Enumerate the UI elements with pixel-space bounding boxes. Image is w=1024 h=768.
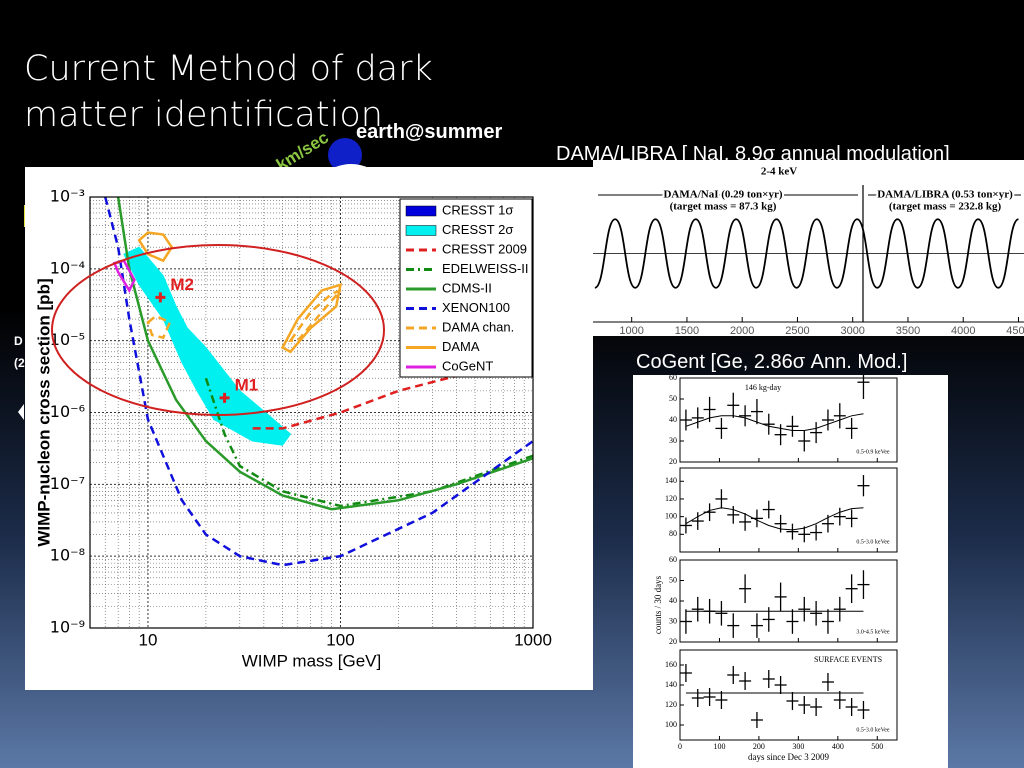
chart-title: 2-4 keV (761, 166, 797, 178)
y-tick-label: 10⁻⁹ (50, 618, 85, 637)
y-tick-label: 20 (669, 637, 677, 646)
annotation: M1 (235, 375, 259, 394)
y-axis-label: WIMP-nucleon cross section [pb] (34, 278, 53, 546)
exclusion-chart: 10 100 1000 10⁻⁹ 10⁻⁸ 10⁻⁷ 10⁻⁶ 10⁻⁵ 10⁻⁴ 10⁻³ M1 M… (25, 167, 593, 690)
x-tick-label: 300 (792, 742, 804, 751)
x-tick-label: 1000 (619, 325, 643, 336)
arrow (18, 404, 24, 420)
y-tick-label: 30 (669, 616, 677, 625)
y-tick-label: 80 (669, 529, 677, 538)
y-tick-label: 100 (665, 720, 677, 729)
cogent-caption: CoGent [Ge, 2.86σ Ann. Mod.] (636, 351, 908, 373)
fit-curve (685, 413, 864, 431)
legend-swatch (405, 205, 437, 217)
legend-swatch (405, 225, 437, 236)
y-tick-label: 10⁻⁴ (50, 258, 85, 277)
range-label: 3.0-4.5 keVee (856, 629, 889, 635)
hidden-text: D (14, 334, 23, 348)
y-axis-label: counts / 30 days (653, 575, 663, 634)
x-axis-label: days since Dec 3 2009 (748, 752, 829, 762)
x-tick-label: 4500 (1006, 325, 1024, 336)
x-tick-label: 4000 (951, 325, 975, 336)
legend-label: CRESST 2009 (442, 241, 527, 256)
y-tick-label: 120 (665, 494, 677, 503)
modulation-curve (594, 218, 1019, 289)
x-tick-label: 0 (678, 742, 682, 751)
x-tick-label: 400 (832, 742, 844, 751)
y-tick-label: 10⁻⁸ (50, 546, 85, 565)
y-tick-label: 10⁻⁵ (50, 330, 85, 349)
legend-label: EDELWEISS-II (442, 261, 528, 276)
y-tick-label: 60 (669, 555, 677, 564)
y-tick-label: 30 (669, 436, 677, 445)
y-tick-label: 160 (665, 660, 677, 669)
y-tick-label: 10⁻³ (50, 187, 85, 206)
x-tick-label: 3000 (840, 325, 864, 336)
y-tick-label: 10⁻⁶ (50, 402, 85, 421)
hidden-text: (2 (14, 356, 25, 370)
legend-label: DAMA (442, 339, 480, 354)
x-tick-label: 1000 (514, 630, 552, 649)
panel-label: 146 kg-day (745, 383, 781, 392)
annotation: M2 (170, 275, 194, 294)
legend-label: CoGeNT (442, 358, 493, 373)
curve (252, 372, 467, 430)
y-tick-label: 60 (669, 375, 677, 382)
legend-label: CRESST 1σ (442, 202, 513, 217)
x-tick-label: 10 (138, 630, 157, 649)
y-tick-label: 140 (665, 680, 677, 689)
x-tick-label: 200 (753, 742, 765, 751)
x-tick-label: 3500 (896, 325, 920, 336)
fit-curve (685, 507, 864, 531)
earth-icon (328, 138, 362, 172)
y-tick-label: 50 (669, 394, 677, 403)
y-tick-label: 100 (665, 511, 677, 520)
legend-label: CDMS-II (442, 280, 492, 295)
x-axis-label: WIMP mass [GeV] (242, 651, 382, 670)
range-label: 0.5-0.9 keVee (856, 449, 889, 455)
x-tick-label: 100 (713, 742, 725, 751)
y-tick-label: 140 (665, 476, 677, 485)
panel-frame (679, 467, 898, 553)
annotation: DAMA/NaI (0.29 ton×yr) (663, 189, 782, 201)
y-tick-label: 40 (669, 415, 677, 424)
panel-frame (679, 649, 898, 741)
y-tick-label: 10⁻⁷ (50, 474, 85, 493)
legend-label: CRESST 2σ (442, 222, 513, 237)
x-tick-label: 1500 (675, 325, 699, 336)
annotation: (target mass = 232.8 kg) (889, 201, 1002, 213)
x-tick-label: 500 (871, 742, 883, 751)
curve (204, 377, 534, 508)
y-tick-label: 20 (669, 457, 677, 466)
annotation: DAMA/LIBRA (0.53 ton×yr) (877, 189, 1013, 201)
range-label: 0.5-3.0 keVee (856, 539, 889, 545)
legend-label: DAMA chan. (442, 319, 514, 334)
curve (104, 196, 534, 567)
annotation: (target mass = 87.3 kg) (670, 201, 777, 213)
slide-title: Current Method of dark matter identifica… (24, 49, 433, 135)
x-tick-label: 2000 (730, 325, 754, 336)
range-label: 0.5-3.0 keVee (856, 727, 889, 733)
dama-caption: DAMA/LIBRA [ NaI, 8.9σ annual modulation… (556, 143, 950, 165)
legend-label: XENON100 (442, 300, 510, 315)
panel-label: SURFACE EVENTS (814, 655, 882, 664)
y-tick-label: 40 (669, 596, 677, 605)
y-tick-label: 120 (665, 700, 677, 709)
earth-label: earth@summer (356, 121, 503, 143)
cogent-chart: 20 30 40 50 60 146 kg-day 0.5-0.9 keVee 80 100 12… (633, 375, 948, 768)
x-tick-label: 100 (326, 630, 354, 649)
y-tick-label: 50 (669, 575, 677, 584)
x-tick-label: 2500 (785, 325, 809, 336)
